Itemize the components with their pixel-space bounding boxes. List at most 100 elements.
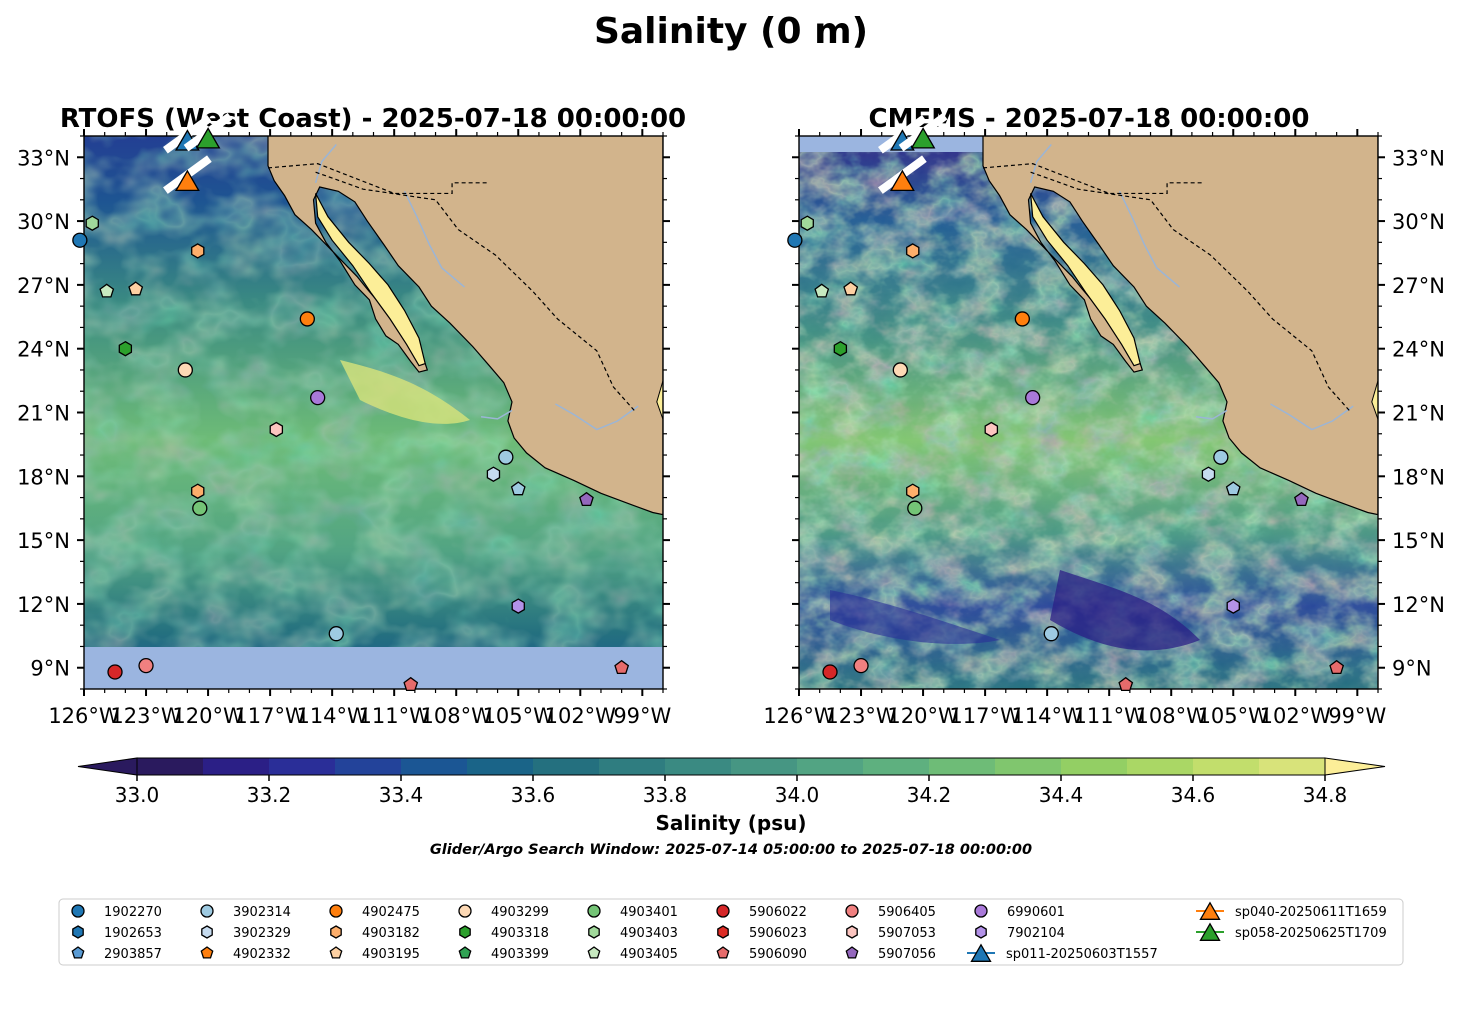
cmems-land [982,136,1378,516]
cmems-axes: 126°W123°W120°W117°W114°W111°W108°W105°W… [763,129,1445,728]
float-marker-extra-4 [191,243,205,259]
colorbar-bin [599,758,666,775]
float-marker-extra-3 [192,500,208,516]
colorbar-tick-label: 33.2 [247,783,292,807]
x-tick-label: 117°W [949,704,1021,728]
river [1029,144,1052,184]
float-marker-4903195 [128,281,144,296]
x-tick-label: 120°W [887,704,959,728]
colorbar-bin [269,758,336,775]
colorbar-extend-low [77,757,138,776]
y-tick-label: 24°N [17,338,70,362]
float-marker-4903318 [833,340,848,357]
float-marker-3902314 [1213,449,1229,465]
float-marker-5907053 [269,421,284,438]
colorbar-bin [665,758,732,775]
legend-swatch-4903403 [588,925,600,939]
legend-swatch-2903857 [71,946,85,959]
colorbar-bin [137,758,204,775]
legend-swatch-5906023 [717,925,729,939]
colorbar-tick-label: 34.6 [1171,783,1216,807]
float-marker-6990601 [310,389,326,406]
colorbar-bin [1127,758,1194,775]
y-tick-label: 12°N [1392,593,1445,617]
legend-label: 6990601 [1007,905,1065,920]
float-marker-4902475 [1014,311,1030,327]
float-marker-5907056 [1294,491,1309,507]
mainland-shape [267,136,663,516]
river [403,190,465,288]
y-tick-label: 9°N [1392,657,1432,681]
float-marker-extra-3 [907,500,923,516]
state-border [315,171,637,413]
x-tick-label: 111°W [358,704,430,728]
legend-swatch-sp040-20250611T1659 [1199,901,1221,920]
colorbar-bin [1061,758,1128,775]
river [555,403,639,431]
search-window-note: Glider/Argo Search Window: 2025-07-14 05… [430,842,1032,858]
float-marker-4903195 [843,281,859,296]
float-marker-extra-1 [1225,481,1241,496]
legend-box [58,898,1404,966]
legend-label: 4903399 [491,947,549,962]
legend-swatch-5906405 [845,904,859,918]
y-tick-label: 27°N [17,274,70,298]
float-marker-4903182 [191,483,205,499]
y-tick-label: 15°N [1392,529,1445,553]
legend-label: 2903857 [104,947,162,962]
legend-swatch-4903195 [329,946,343,959]
float-marker-extra-1 [510,481,526,496]
legend-swatch-5907053 [846,925,858,939]
float-marker-4903299 [892,362,908,378]
colorbar-bin [1193,758,1260,775]
x-tick-label: 126°W [763,704,835,728]
x-tick-label: 117°W [234,704,306,728]
colorbar-bin [467,758,534,775]
river [480,409,513,420]
gulf-of-california [1030,193,1141,367]
legend-label: 3902329 [233,926,291,941]
legend-label: 4902332 [233,947,291,962]
float-marker-4903405 [99,283,115,298]
colorbar-bin [863,758,930,775]
rtofs-masked-south-band [84,647,663,689]
x-tick-label: 123°W [825,704,897,728]
legend-swatch-4903405 [587,946,601,959]
y-tick-label: 18°N [1392,465,1445,489]
legend-swatch-4903401 [587,904,601,918]
colorbar-tick-label: 33.6 [511,783,556,807]
rtofs-axes: 126°W123°W120°W117°W114°W111°W108°W105°W… [17,129,672,728]
colorbar-bin [1259,758,1326,775]
colorbar-bin [335,758,402,775]
legend-label: sp040-20250611T1659 [1235,905,1387,920]
x-tick-label: 99°W [613,704,671,728]
river [1195,409,1228,420]
float-marker-extra-2 [328,626,344,642]
x-tick-label: 114°W [1011,704,1083,728]
mainland-shape [982,136,1378,516]
y-tick-label: 9°N [30,657,70,681]
x-tick-label: 102°W [545,704,617,728]
colorbar-tick-label: 34.8 [1303,783,1348,807]
legend-label: 5907053 [878,926,936,941]
colorbar-tick-label: 34.0 [775,783,820,807]
y-tick-label: 33°N [17,146,70,170]
legend-label: 1902270 [104,905,162,920]
x-tick-label: 111°W [1073,704,1145,728]
glider-marker-sp040-20250611T1659 [174,169,200,192]
legend-swatch-4903318 [459,925,471,939]
rtofs-map-panel: RTOFS (West Coast) - 2025-07-18 00:00:00… [17,104,686,728]
float-marker-5907053 [984,421,999,438]
float-marker-3902329 [486,466,501,482]
state-border [1030,171,1352,413]
colorbar-bin [929,758,996,775]
legend-label: 4903403 [620,926,678,941]
float-marker-extra-4 [906,243,920,259]
float-marker-3902314 [498,449,514,465]
float-marker-extra-5 [614,659,630,675]
colorbar-tick-label: 33.8 [643,783,688,807]
y-tick-label: 21°N [17,402,70,426]
x-tick-label: 99°W [1328,704,1386,728]
y-tick-label: 30°N [1392,210,1445,234]
